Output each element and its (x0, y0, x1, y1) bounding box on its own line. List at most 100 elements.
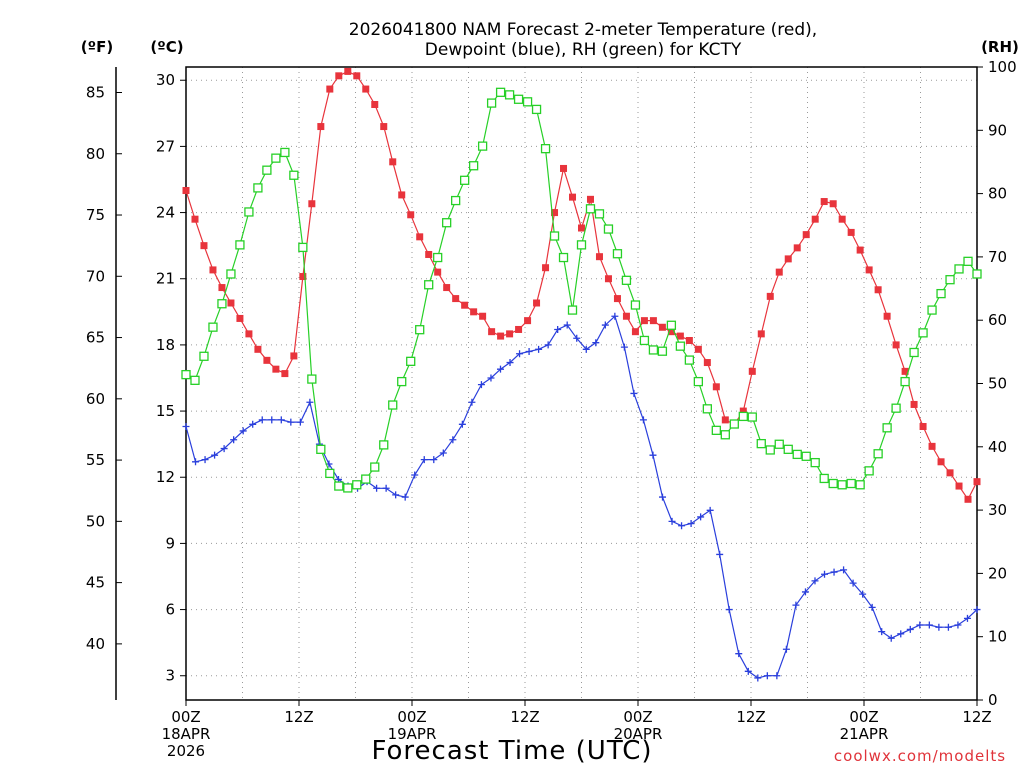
series-2-point-22 (379, 440, 389, 450)
series-0-point-59 (712, 383, 720, 391)
series-2-point-28 (433, 252, 443, 263)
series-0-point-25 (407, 211, 415, 219)
series-0-point-9 (263, 356, 271, 364)
series-2-point-52 (648, 345, 659, 355)
series-1-point-80 (944, 623, 952, 631)
x-tick-label-84h-0: 12Z (962, 708, 991, 726)
series-1-point-66 (811, 577, 819, 585)
series-2-point-56 (684, 355, 695, 365)
series-2-point-32 (468, 161, 479, 171)
series-2-point-37 (513, 94, 524, 104)
series-1-point-12 (296, 418, 304, 426)
series-0-point-65 (766, 292, 774, 300)
series-1-point-76 (906, 625, 914, 633)
series-0-point-15 (317, 123, 325, 131)
series-2-point-1 (190, 375, 200, 385)
series-0-point-42 (560, 164, 568, 172)
series-0-point-79 (892, 341, 900, 349)
series-1-point-2 (201, 456, 209, 464)
series-1-point-32 (487, 374, 495, 382)
series-2-point-38 (522, 97, 533, 107)
series-0-point-78 (883, 312, 891, 320)
rh-tick-label-60: 60 (988, 311, 1007, 329)
series-0-point-35 (497, 332, 505, 340)
celsius-tick-label-21: 21 (156, 270, 175, 288)
series-2-point-47 (603, 224, 614, 234)
series-2-point-3 (208, 322, 218, 332)
series-1-point-55 (706, 506, 714, 514)
series-1-point-36 (525, 348, 533, 356)
series-0-point-32 (470, 308, 478, 316)
rh-tick-label-50: 50 (988, 375, 1007, 393)
x-tick-label-0h-1: 18APR (162, 725, 211, 743)
series-1-point-20 (373, 484, 381, 492)
series-0-point-73 (838, 215, 846, 223)
series-2-point-55 (675, 341, 686, 351)
series-1-point-4 (220, 445, 228, 453)
series-2-point-57 (693, 376, 704, 387)
series-1-point-49 (649, 451, 657, 459)
series-0-point-46 (595, 253, 603, 261)
fahrenheit-unit-label: (ºF) (81, 38, 113, 56)
series-1-point-42 (582, 345, 590, 353)
series-2-point-72 (828, 478, 838, 489)
series-2-point-12 (289, 170, 299, 180)
series-2-point-44 (576, 240, 587, 250)
series-0-point-53 (658, 323, 666, 331)
series-2-point-26 (415, 325, 425, 335)
series-1-point-50 (659, 493, 667, 501)
series-1-point-57 (725, 606, 733, 614)
celsius-tick-label-30: 30 (156, 71, 175, 89)
series-1-point-43 (592, 339, 600, 347)
series-2-point-35 (495, 87, 506, 97)
series-2-point-77 (873, 449, 883, 459)
rh-tick-label-20: 20 (988, 564, 1007, 582)
series-2-point-6 (235, 240, 245, 250)
series-1-point-71 (859, 590, 867, 598)
series-1-point-52 (678, 522, 686, 530)
series-2-point-79 (891, 403, 901, 413)
series-0-point-44 (578, 224, 585, 232)
series-2-point-48 (612, 249, 623, 259)
series-2-point-76 (864, 466, 874, 476)
series-2-point-19 (352, 480, 362, 490)
rh-tick-label-0: 0 (988, 691, 998, 709)
series-0-point-5 (227, 299, 235, 307)
series-0-point-74 (847, 228, 855, 236)
series-0-point-85 (946, 469, 954, 477)
series-2-point-82 (918, 328, 928, 338)
series-0-point-16 (326, 85, 334, 93)
series-0-point-33 (479, 312, 487, 320)
series-0-point-45 (586, 195, 594, 203)
series-2-point-42 (558, 252, 569, 263)
rh-tick-label-90: 90 (988, 121, 1007, 139)
series-2-point-29 (442, 218, 452, 228)
series-0-point-19 (353, 72, 361, 80)
celsius-tick-label-6: 6 (165, 601, 175, 619)
series-0-point-11 (281, 370, 289, 378)
series-2-point-81 (909, 347, 919, 358)
plot-frame (185, 66, 978, 701)
series-1-point-72 (868, 603, 876, 611)
series-2-point-9 (262, 165, 272, 175)
rh-tick-label-40: 40 (988, 438, 1007, 456)
series-1-point-39 (554, 325, 562, 333)
series-0-point-40 (542, 264, 550, 272)
celsius-tick-label-15: 15 (156, 402, 175, 420)
rh-tick-label-100: 100 (988, 58, 1017, 76)
series-2-point-14 (307, 374, 317, 384)
series-0-point-87 (964, 495, 972, 503)
series-0-point-88 (973, 478, 981, 486)
series-2-point-8 (253, 183, 263, 193)
source-credit: coolwx.com/modelts (834, 747, 1006, 765)
celsius-tick-label-24: 24 (156, 204, 175, 222)
series-1-point-64 (792, 601, 800, 609)
series-1-point-63 (782, 645, 790, 653)
series-2-point-11 (280, 147, 290, 158)
series-2-point-87 (963, 256, 973, 266)
series-1-point-54 (697, 513, 705, 521)
series-2-point-7 (244, 207, 254, 217)
series-2-point-84 (936, 288, 946, 299)
series-1-point-30 (468, 398, 476, 406)
